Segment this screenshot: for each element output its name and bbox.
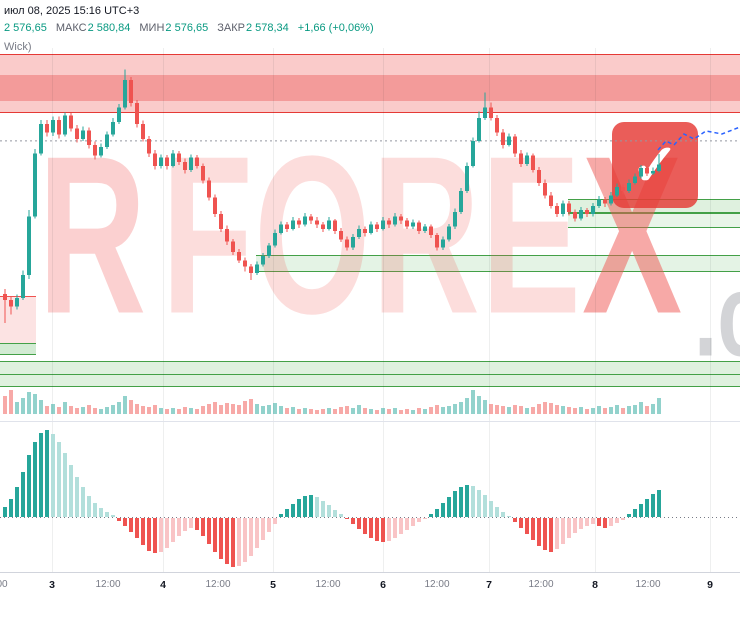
- close-item: ЗАКР2 578,34: [217, 22, 289, 34]
- high-value: 2 580,84: [87, 22, 131, 34]
- time-label: 12:00: [205, 579, 231, 590]
- time-label: 7: [486, 579, 492, 591]
- high-label: МАКС: [55, 22, 87, 34]
- chart-header: июл 08, 2025 15:16 UTC+3 2 576,65 МАКС2 …: [4, 5, 374, 53]
- open-value: 2 576,65: [4, 22, 47, 34]
- ohlc-legend: 2 576,65 МАКС2 580,84 МИН2 576,65 ЗАКР2 …: [4, 22, 374, 34]
- time-label: 3: [49, 579, 55, 591]
- time-label: 00: [0, 579, 8, 590]
- low-label: МИН: [139, 22, 165, 34]
- time-label: 8: [592, 579, 598, 591]
- change-value: +1,66 (+0,06%): [297, 22, 374, 34]
- time-label: 6: [380, 579, 386, 591]
- time-label: 5: [270, 579, 276, 591]
- chart-datetime: июл 08, 2025 15:16 UTC+3: [4, 5, 140, 17]
- time-label: 4: [160, 579, 166, 591]
- time-label: 12:00: [315, 579, 341, 590]
- time-label: 12:00: [528, 579, 554, 590]
- time-label: 12:00: [95, 579, 121, 590]
- close-label: ЗАКР: [217, 22, 245, 34]
- time-axis[interactable]: 00 3 12:00 4 12:00 5 12:00 6 12:00 7 12:00 8 12:00 9: [0, 572, 740, 620]
- time-label: 12:00: [424, 579, 450, 590]
- high-item: МАКС2 580,84: [56, 22, 131, 34]
- indicator-label: Wick): [4, 41, 32, 53]
- low-value: 2 576,65: [165, 22, 209, 34]
- time-label: 12:00: [635, 579, 661, 590]
- close-value: 2 578,34: [245, 22, 289, 34]
- time-label: 9: [707, 579, 713, 591]
- low-item: МИН2 576,65: [139, 22, 208, 34]
